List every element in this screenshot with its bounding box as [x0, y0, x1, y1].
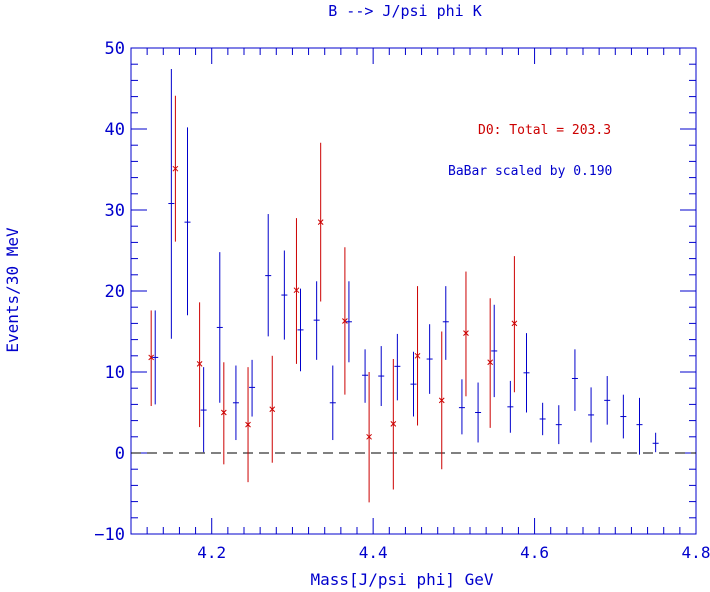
y-axis-label: Events/30 MeV: [3, 227, 22, 353]
d0-point: [220, 409, 227, 416]
d0-point: [245, 421, 251, 428]
babar-scale-annotation: BaBar scaled by 0.190: [448, 164, 612, 179]
x-tick-label: 4.4: [359, 543, 388, 562]
d0-point: [463, 330, 469, 336]
y-tick-label: 40: [105, 120, 125, 140]
x-tick-label: 4.6: [520, 543, 549, 562]
d0-point: [148, 354, 155, 361]
d0-point: [414, 352, 421, 359]
chart-title: B --> J/psi phi K: [328, 2, 482, 20]
x-axis-label: Mass[J/psi phi] GeV: [310, 570, 493, 589]
y-tick-label: 0: [115, 444, 125, 464]
d0-point: [366, 433, 372, 440]
y-tick-label: 30: [105, 201, 125, 221]
d0-point: [293, 287, 300, 294]
y-tick-label: 50: [105, 39, 125, 59]
d0-point: [196, 361, 203, 367]
y-tick-label: −10: [94, 525, 125, 545]
d0-point: [172, 165, 179, 172]
y-tick-label: 10: [105, 363, 125, 383]
d0-point: [487, 359, 494, 366]
y-tick-label: 20: [105, 282, 125, 302]
babar-series: [152, 69, 659, 455]
d0-point: [390, 420, 397, 427]
plot-frame: [130, 47, 697, 535]
d0-point: [438, 397, 445, 404]
d0-point: [269, 406, 276, 413]
d0-point: [342, 318, 348, 324]
d0-point: [317, 219, 324, 226]
x-tick-label: 4.8: [682, 543, 710, 562]
x-tick-label: 4.2: [197, 543, 226, 562]
d0-point: [511, 320, 518, 327]
d0-series: [148, 95, 518, 503]
d0-total-annotation: D0: Total = 203.3: [478, 123, 611, 138]
